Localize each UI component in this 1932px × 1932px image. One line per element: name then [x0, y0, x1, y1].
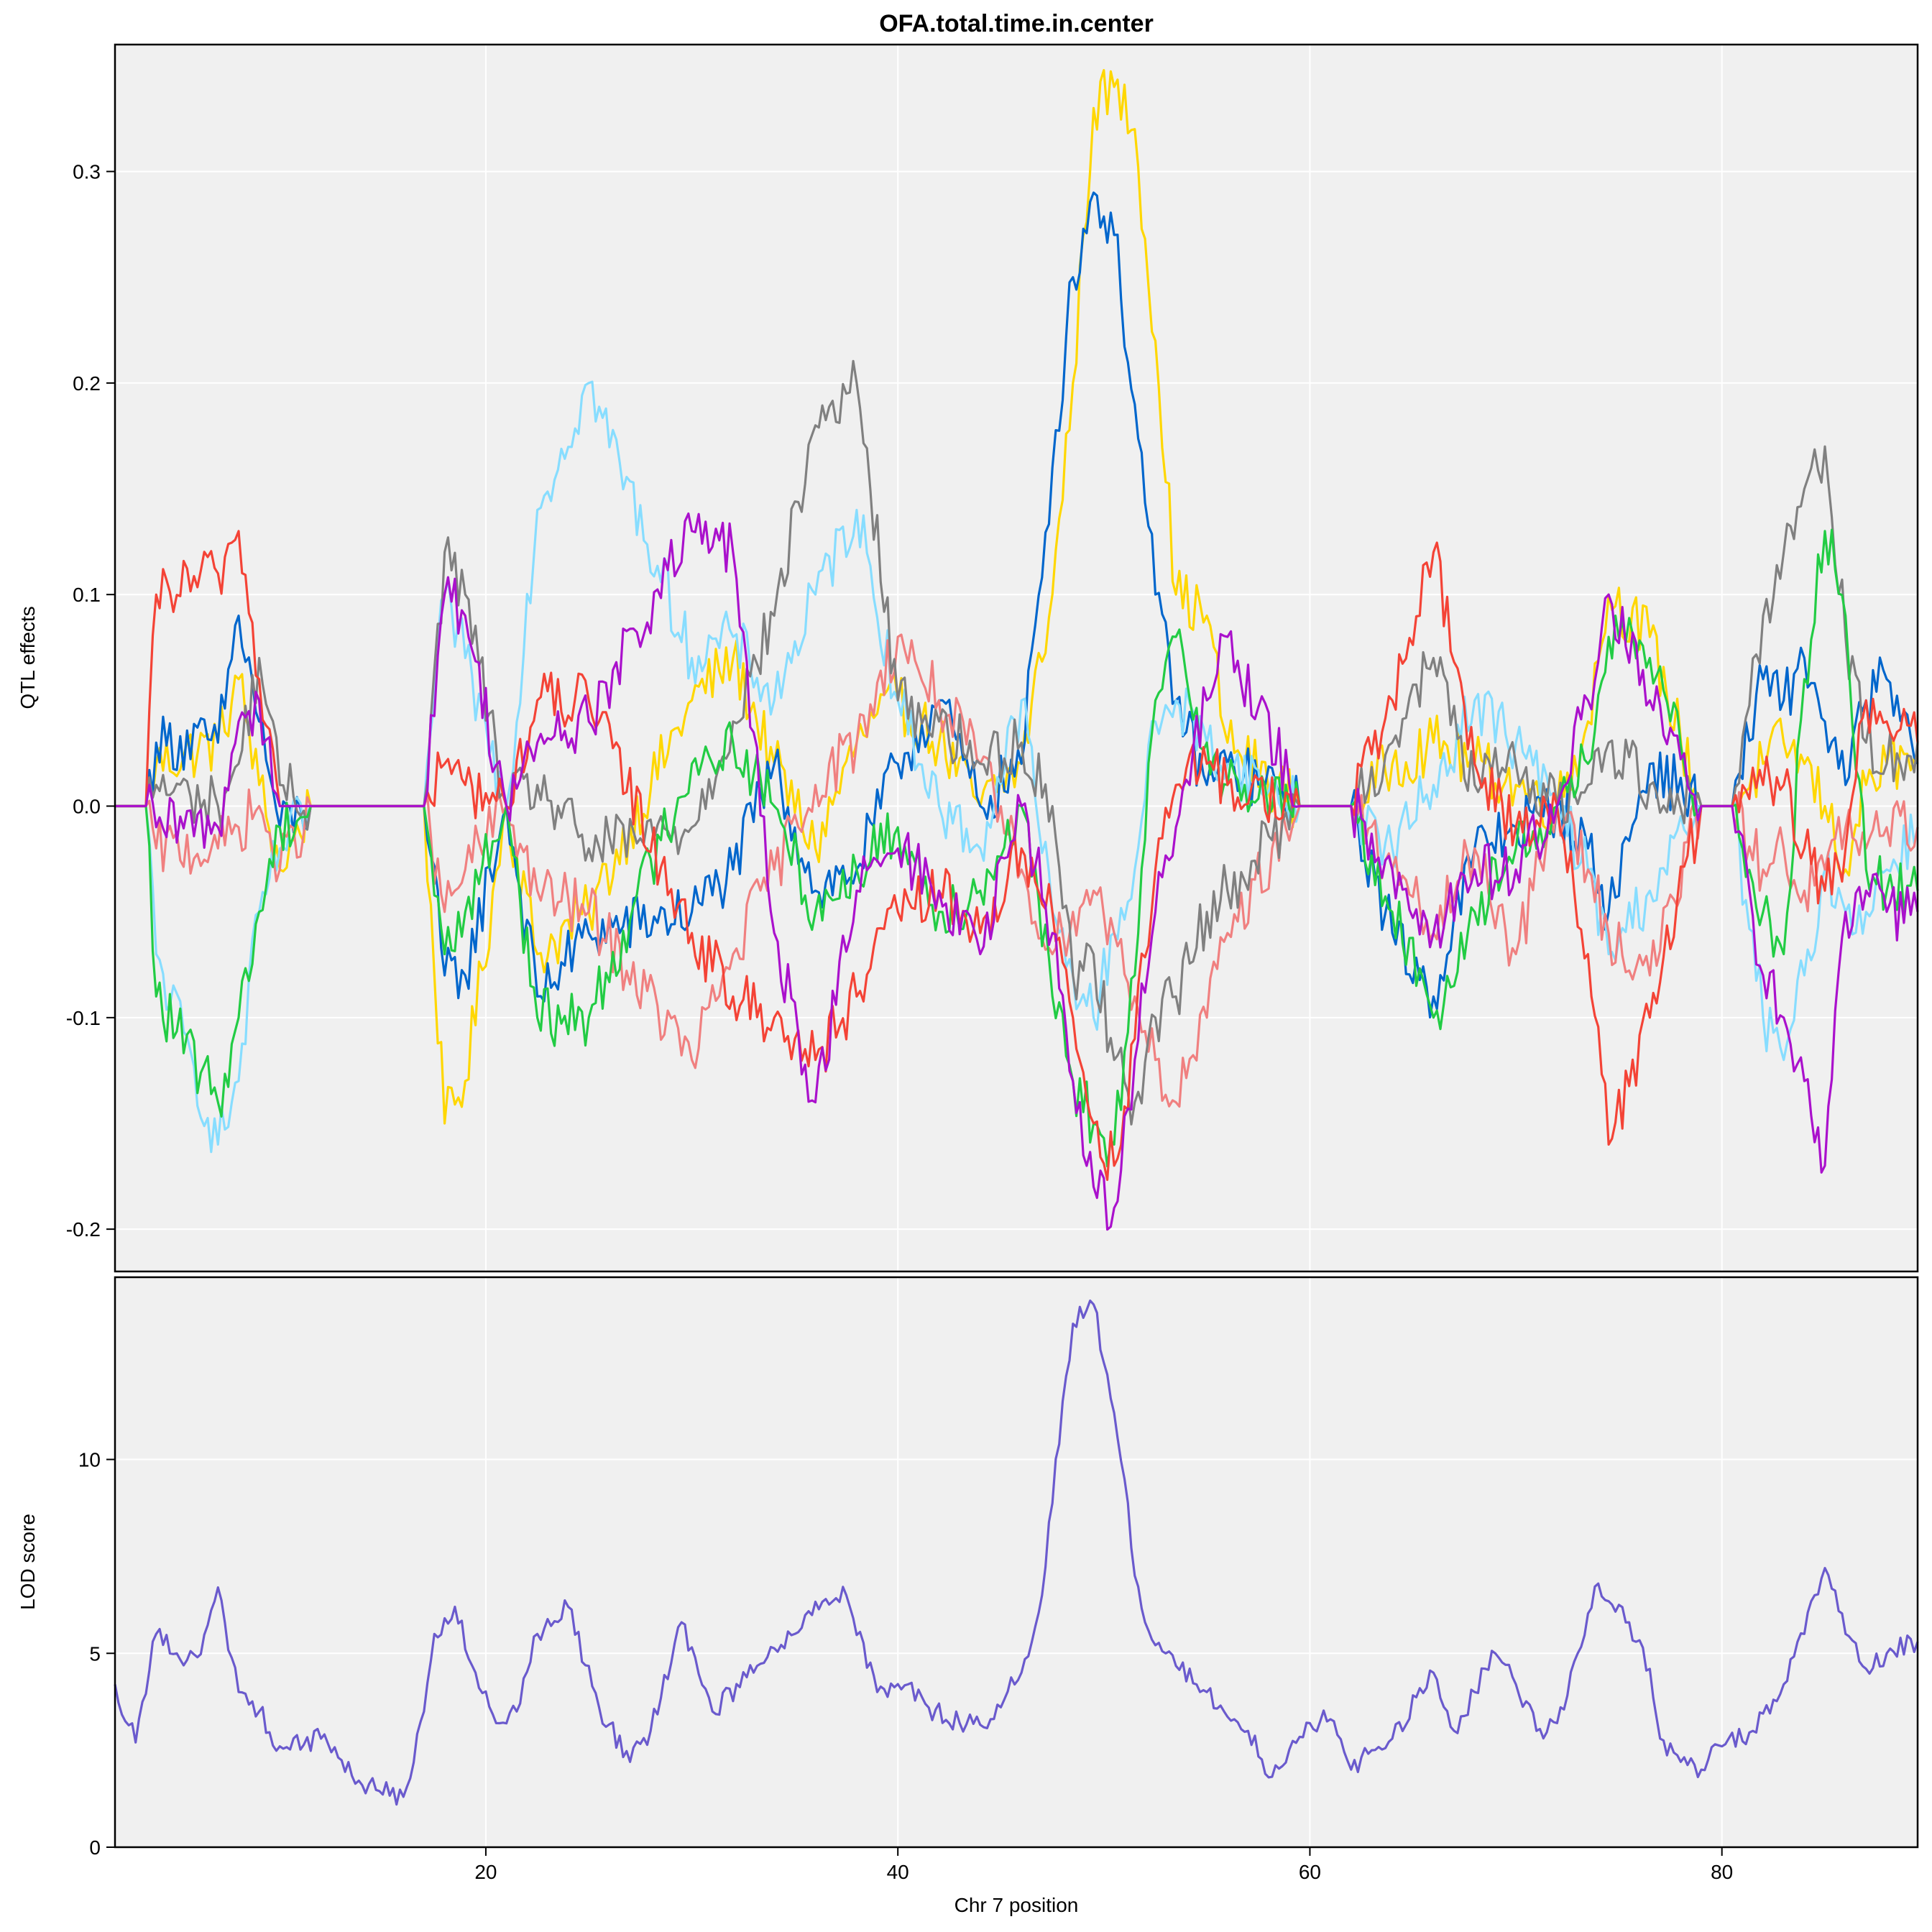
effects-panel-background	[115, 45, 1918, 1271]
effects-y-axis-label: QTL effects	[17, 606, 39, 709]
effects-series-group	[115, 68, 1919, 1231]
effects-panel-border	[114, 43, 1919, 1273]
x-axis-label: Chr 7 position	[954, 1894, 1079, 1916]
y-tick-label: 5	[89, 1642, 101, 1665]
y-tick-label: 0	[89, 1836, 101, 1859]
x-tick-label: 20	[474, 1861, 497, 1883]
effect-series-line	[115, 512, 1919, 1231]
effects-y-ticks: -0.2 -0.1 0.0 0.1 0.2 0.3	[66, 161, 115, 1241]
lod-y-axis-label: LOD score	[17, 1514, 39, 1610]
effect-series-line	[115, 359, 1919, 1126]
x-tick-label: 40	[887, 1861, 909, 1883]
y-tick-label: 0.3	[73, 161, 101, 183]
lod-panel-border	[114, 1276, 1919, 1849]
effect-series-line	[115, 380, 1919, 1154]
lod-panel-background	[115, 1277, 1918, 1847]
effect-series-line	[115, 530, 1919, 1182]
x-tick-label: 80	[1711, 1861, 1733, 1883]
lod-series-group	[114, 1299, 1919, 1806]
y-tick-label: 0.2	[73, 372, 101, 395]
y-tick-label: 0.1	[73, 584, 101, 606]
y-tick-label: 0.0	[73, 796, 101, 818]
lod-y-ticks: 0 5 10	[78, 1449, 115, 1859]
y-tick-label: -0.1	[66, 1007, 101, 1029]
x-tick-label: 60	[1299, 1861, 1321, 1883]
lod-series-line	[114, 1299, 1919, 1806]
x-ticks: 20 40 60 80	[474, 1847, 1733, 1883]
y-tick-label: -0.2	[66, 1218, 101, 1241]
y-tick-label: 10	[78, 1449, 101, 1471]
chart-title: OFA.total.time.in.center	[879, 10, 1154, 37]
